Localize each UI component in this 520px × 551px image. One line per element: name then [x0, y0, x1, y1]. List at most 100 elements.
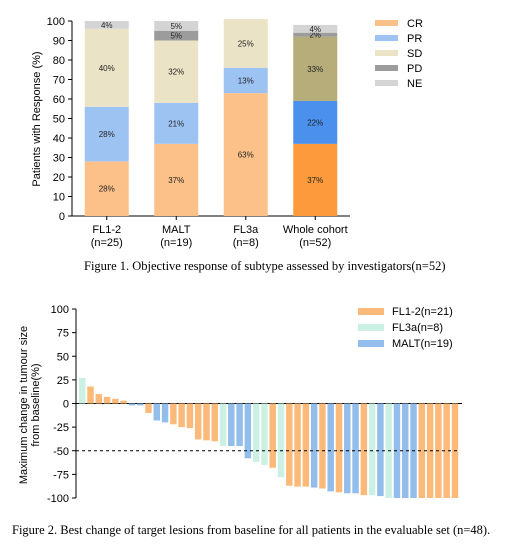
x-tick-label: FL1-2: [92, 224, 121, 236]
waterfall-bar: [178, 403, 185, 428]
y-axis-label-line-2: from baseline(%): [30, 363, 42, 446]
bar-pd: [293, 32, 338, 37]
y-tick-label: -50: [53, 446, 69, 458]
bar-sd: [293, 36, 338, 101]
waterfall-bar: [194, 403, 202, 440]
waterfall-bar: [261, 403, 268, 465]
waterfall-bar: [402, 403, 409, 498]
waterfall-bar: [211, 403, 218, 442]
legend-swatch: [358, 324, 384, 331]
data-label-sd: 40%: [99, 64, 115, 73]
y-tick-label: -75: [53, 469, 69, 481]
legend-label: MALT(n=19): [392, 338, 453, 350]
waterfall-bar: [161, 403, 169, 423]
legend-label-cr: CR: [407, 18, 423, 30]
figure1-caption: Figure 1. Objective response of subtype …: [84, 259, 446, 273]
data-label-sd: 33%: [307, 65, 323, 74]
waterfall-bar: [79, 377, 86, 404]
data-label-pd: 5%: [170, 32, 182, 41]
bar-sd: [84, 28, 129, 107]
x-tick-sublabel: (n=19): [160, 237, 192, 249]
waterfall-bar: [269, 403, 276, 468]
waterfall-bar: [112, 398, 119, 404]
legend-swatch-sd: [375, 50, 398, 56]
waterfall-bar: [310, 403, 318, 488]
y-tick-label: 20: [53, 172, 65, 184]
legend-label-sd: SD: [407, 48, 422, 60]
y-tick-label: 60: [53, 94, 65, 106]
waterfall-bar: [95, 394, 103, 404]
data-label-pr: 13%: [238, 76, 254, 85]
data-label-ne: 4%: [101, 21, 113, 30]
waterfall-bar: [252, 403, 260, 463]
waterfall-bar: [244, 403, 252, 459]
waterfall-bar: [170, 403, 177, 425]
y-tick-label: 70: [53, 75, 65, 87]
y-tick-label: 100: [51, 304, 69, 316]
bar-pr: [293, 100, 338, 144]
waterfall-bar: [277, 403, 285, 478]
waterfall-chart: Maximum change in tumour size from basel…: [18, 304, 462, 505]
bar-cr: [293, 143, 338, 216]
legend-label-ne: NE: [407, 78, 422, 90]
legend-swatch: [358, 340, 384, 347]
waterfall-bar: [186, 403, 194, 429]
waterfall-bar: [377, 403, 384, 497]
bar-cr: [84, 161, 129, 216]
y-tick-label: 90: [53, 36, 65, 48]
waterfall-bar: [203, 403, 210, 441]
y-tick-label: -100: [47, 493, 69, 505]
legend-label: FL1-2(n=21): [392, 306, 453, 318]
y-axis-label: Patients with Response (%): [31, 51, 43, 186]
waterfall-bar: [236, 403, 243, 447]
x-tick-label: MALT: [162, 224, 191, 236]
data-label-pr: 28%: [99, 130, 115, 139]
waterfall-bar: [360, 403, 368, 496]
data-label-ne: 5%: [170, 22, 182, 31]
bar-ne: [84, 21, 129, 29]
waterfall-bar: [120, 400, 127, 404]
legend-label-pd: PD: [407, 63, 422, 75]
bar-pr: [223, 67, 268, 94]
legend-swatch-pd: [375, 65, 398, 71]
data-label-pr: 22%: [307, 118, 323, 127]
data-label-pd: 2%: [309, 31, 321, 40]
stacked-bar-chart: Patients with Response (%) 0 10 20 30 40 50 60…: [31, 16, 423, 249]
y-tick-label: 0: [63, 399, 69, 411]
waterfall-bar: [286, 403, 293, 486]
bar-cr: [154, 143, 199, 216]
waterfall-bar: [327, 403, 334, 492]
data-label-pr: 21%: [168, 119, 184, 128]
y-tick-label: 30: [53, 153, 65, 165]
bar-cr: [223, 93, 268, 216]
figure2-caption: Figure 2. Best change of target lesions …: [12, 523, 490, 537]
data-label-cr: 37%: [168, 176, 184, 185]
data-label-sd: 25%: [238, 39, 254, 48]
waterfall-bar: [136, 403, 144, 406]
legend-swatch-pr: [375, 35, 398, 41]
y-tick-label: 50: [57, 351, 69, 363]
legend-label-pr: PR: [407, 33, 422, 45]
y-tick-label: 10: [53, 192, 65, 204]
y-tick-label: -25: [53, 422, 69, 434]
data-label-ne: 4%: [309, 25, 321, 34]
legend-swatch: [358, 308, 384, 315]
bar-ne: [293, 24, 338, 33]
y-tick-label: 25: [57, 375, 69, 387]
bar-sd: [223, 19, 268, 68]
y-tick-label: 75: [57, 328, 69, 340]
x-tick-sublabel: (n=52): [299, 237, 331, 249]
y-tick-label: 100: [47, 16, 65, 28]
data-label-sd: 32%: [168, 68, 184, 77]
waterfall-bar: [145, 403, 152, 413]
waterfall-bar: [128, 403, 136, 406]
waterfall-bar: [352, 403, 359, 494]
waterfall-bar: [344, 403, 351, 494]
waterfall-bar: [87, 386, 94, 404]
waterfall-bar: [103, 396, 111, 404]
data-label-cr: 63%: [238, 151, 254, 160]
bar-pr: [84, 106, 129, 162]
waterfall-bar: [294, 403, 301, 487]
waterfall-bar: [302, 403, 310, 487]
x-tick-sublabel: (n=8): [233, 237, 259, 249]
